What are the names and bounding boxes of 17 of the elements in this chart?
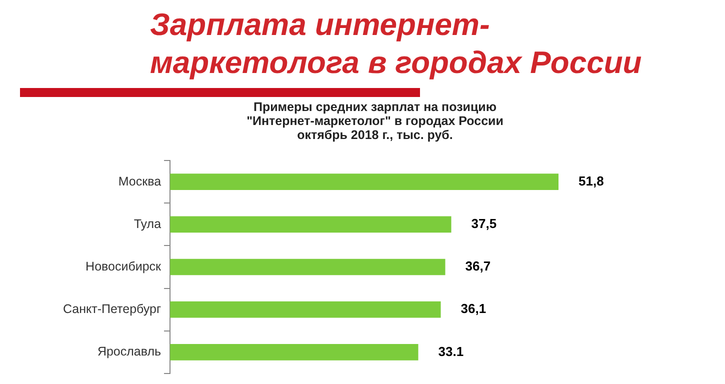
data-label: 37,5 xyxy=(471,216,497,231)
data-label: 36,1 xyxy=(460,301,486,316)
bar xyxy=(170,216,452,233)
bar xyxy=(170,301,441,318)
chart-subtitle: Примеры средних зарплат на позицию "Интернет-маркетолог" в городах России октябрь 2018 г., тыс. руб. xyxy=(246,100,504,142)
data-label: 36,7 xyxy=(465,258,491,274)
data-label: 51,8 xyxy=(578,173,604,188)
bar xyxy=(170,344,418,360)
bar xyxy=(170,258,446,276)
y-tick-label: Санкт-Петербург xyxy=(62,302,162,316)
y-tick-label: Тула xyxy=(134,216,162,231)
y-tick-label: Ярославль xyxy=(97,344,162,359)
chart-title: Зарплата интернет-маркетолога в городах России xyxy=(150,6,643,82)
y-tick-label: Новосибирск xyxy=(86,259,162,274)
bar xyxy=(170,174,559,190)
data-label: 33.1 xyxy=(438,344,464,359)
y-tick-label: Москва xyxy=(118,174,162,188)
